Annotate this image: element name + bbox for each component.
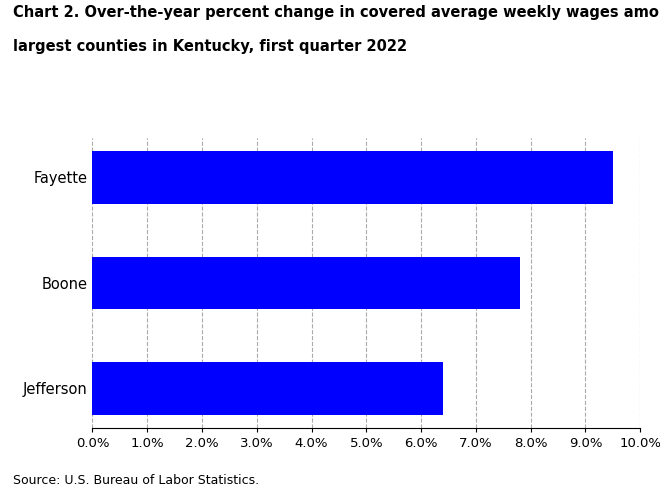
Text: largest counties in Kentucky, first quarter 2022: largest counties in Kentucky, first quar… — [13, 39, 407, 54]
Text: Chart 2. Over-the-year percent change in covered average weekly wages among the: Chart 2. Over-the-year percent change in… — [13, 5, 660, 20]
Bar — [92, 256, 519, 309]
Text: Source: U.S. Bureau of Labor Statistics.: Source: U.S. Bureau of Labor Statistics. — [13, 474, 259, 487]
Bar — [92, 362, 443, 415]
Bar — [92, 151, 612, 204]
